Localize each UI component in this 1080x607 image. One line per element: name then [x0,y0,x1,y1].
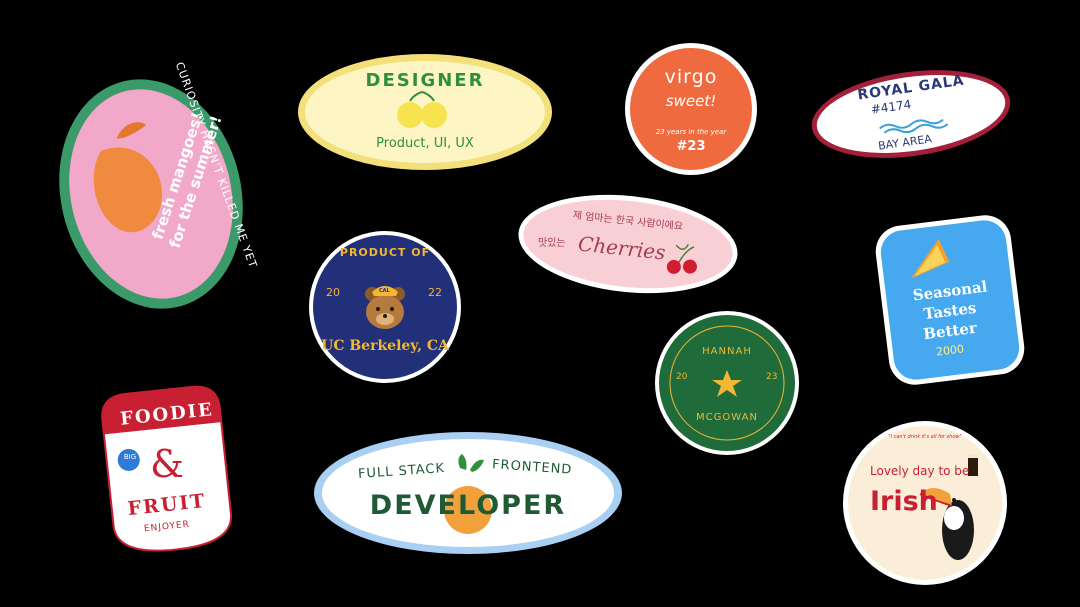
hannah-year-left: 20 [676,372,688,382]
virgo-badge-graphic [625,43,757,175]
designer-subtitle: Product, UI, UX [376,136,474,151]
foodie-ampersand: & [150,442,184,486]
foodie-badge-graphic [101,385,232,552]
virgo-subtitle: sweet! [665,92,717,110]
foodie-badge: BIG [123,453,137,461]
wave-icon [879,118,944,130]
virgo-note: 23 years in the year [655,128,727,136]
toucan-icon [919,488,974,560]
berkeley-top: PRODUCT OF [339,246,431,259]
virgo-number: #23 [676,139,706,154]
virgo-sticker: virgo sweet! 23 years in the year #23 [624,42,758,176]
irish-badge-graphic [843,421,1007,585]
seasonal-sticker: Seasonal Tastes Better 2000 [872,212,1028,388]
hannah-year-right: 23 [766,372,778,382]
irish-sticker: "I can't drink it's all for show" Lovely… [842,420,1008,586]
cherry-icon [666,243,697,274]
berkeley-year-right: 22 [428,286,442,299]
orange-icon [444,486,492,534]
royal-gala-sticker: ROYAL GALA #4174 BAY AREA [808,66,1014,162]
seasonal-badge-graphic [875,215,1025,385]
irish-line1: Lovely day to be [870,464,970,478]
hannah-badge-graphic [655,311,799,455]
berkeley-badge-graphic [309,231,461,383]
irish-quote: "I can't drink it's all for show" [888,434,962,440]
designer-title: DESIGNER [365,70,485,91]
cherries-badge-graphic [518,194,738,294]
berkeley-year-left: 20 [326,286,340,299]
developer-title: DEVELOPER [369,490,567,521]
cherries-side-text: 맛있는 [538,238,566,249]
bear-icon [365,286,405,329]
irish-line2: Irish [870,486,938,517]
mango-sticker-graphic [59,79,243,309]
hannah-bottom: MCGOWAN [696,412,758,423]
mango-icon [93,147,163,233]
pint-glass-icon [968,454,978,476]
royal-gala-badge-graphic [811,70,1011,158]
berkeley-cap-text: CAL [379,288,390,294]
hannah-sticker: HANNAH 20 23 MCGOWAN [654,310,800,456]
berkeley-bottom: UC Berkeley, CA [321,338,449,354]
foodie-sticker: FOODIE BIG & FRUIT ENJOYER [94,380,240,560]
mango-sticker: fresh mangoes! for the summer! CURIOSITY… [53,60,260,318]
star-icon [712,370,742,397]
orange-leaf-icon [458,454,467,470]
virgo-title: virgo [664,66,718,88]
developer-badge-graphic [314,432,622,554]
designer-badge-graphic [298,54,552,170]
designer-sticker: DESIGNER Product, UI, UX [296,52,554,172]
berkeley-sticker: PRODUCT OF CAL 20 22 UC Berkeley, CA [308,230,462,384]
mango-leaf-icon [116,122,147,139]
hannah-top: HANNAH [702,346,752,357]
cherries-sticker: 제 엄마는 한국 사람이에요 맛있는 Cherries [516,192,740,296]
developer-sticker: FULL STACK FRONTEND DEVELOPER [312,430,624,556]
